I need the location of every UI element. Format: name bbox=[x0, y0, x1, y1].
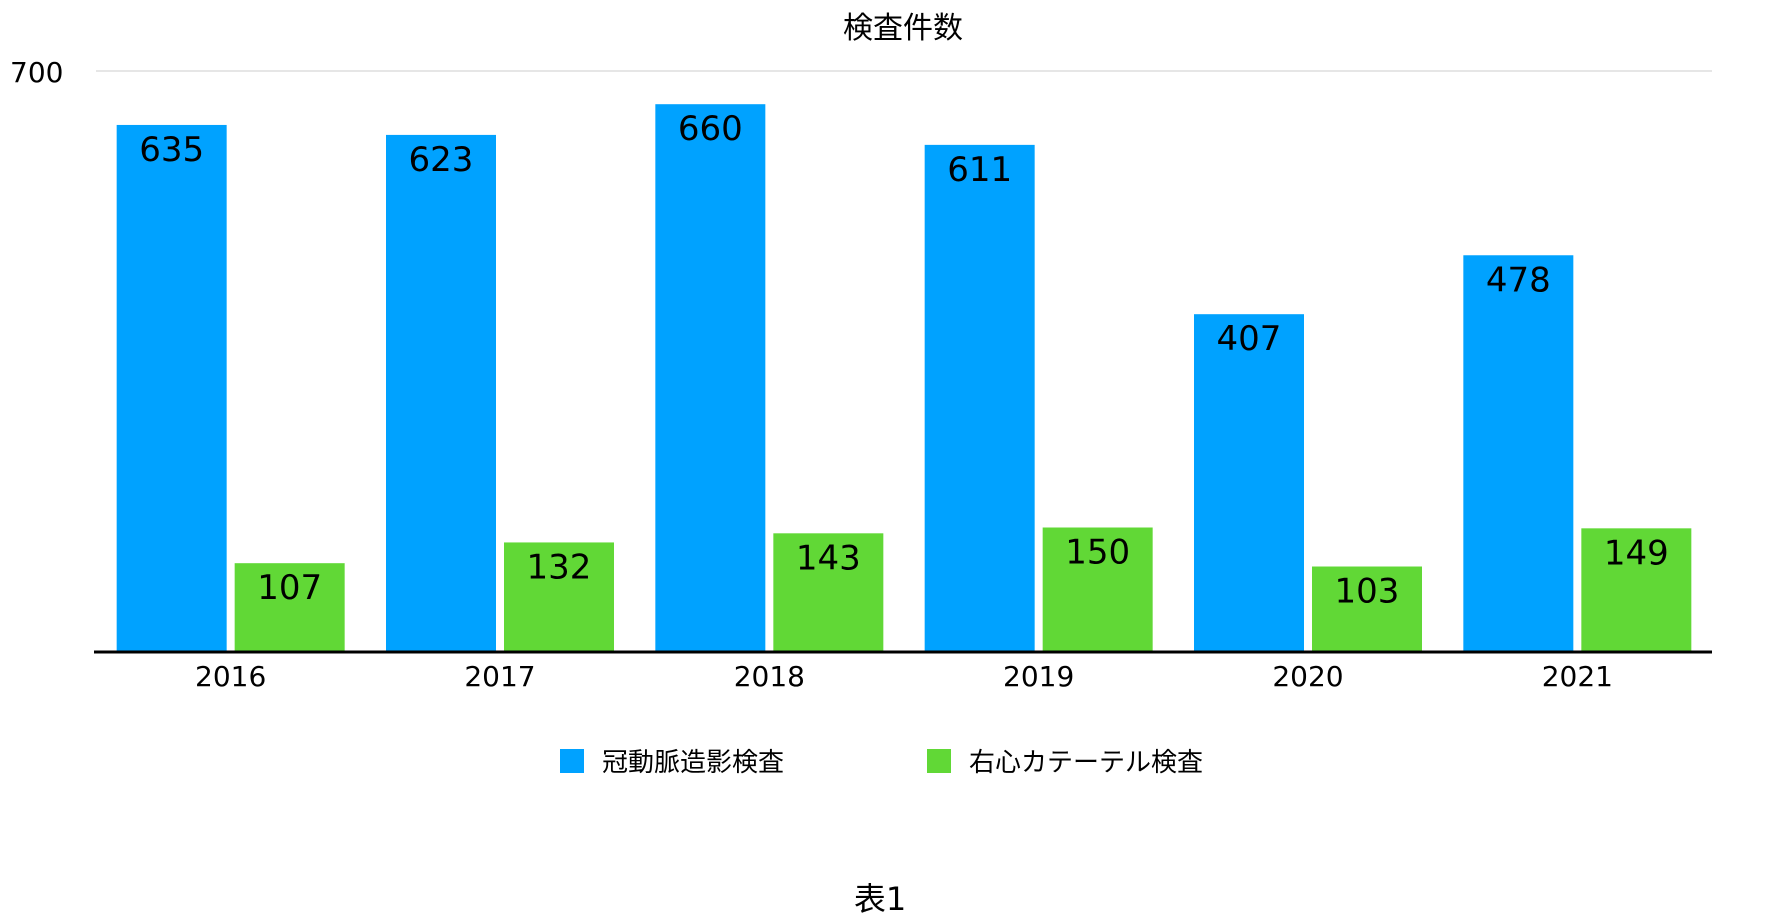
bar-right-heart-2017 bbox=[504, 542, 614, 652]
legend-label-coronary: 冠動脈造影検査 bbox=[602, 748, 784, 778]
legend-swatch-coronary bbox=[560, 749, 584, 773]
data-label-coronary-2018: 660 bbox=[678, 109, 743, 149]
bar-coronary-2021 bbox=[1463, 255, 1574, 652]
data-label-coronary-2017: 623 bbox=[409, 140, 474, 180]
bar-coronary-2018 bbox=[655, 104, 766, 652]
bar-right-heart-2020 bbox=[1312, 566, 1422, 652]
bars-group: 635 107 623 132 660 143 611 150 407 103 478 149 bbox=[116, 104, 1692, 652]
data-label-right-heart-2016: 107 bbox=[257, 568, 322, 608]
x-tick-labels: 2016 2017 2018 2019 2020 2021 bbox=[195, 660, 1613, 693]
x-tick-label-2017: 2017 bbox=[464, 660, 535, 693]
data-label-right-heart-2020: 103 bbox=[1335, 572, 1400, 612]
data-label-right-heart-2021: 149 bbox=[1604, 533, 1669, 573]
data-label-right-heart-2019: 150 bbox=[1065, 533, 1130, 573]
data-label-right-heart-2018: 143 bbox=[796, 538, 861, 578]
bar-coronary-2016 bbox=[116, 124, 227, 652]
legend-swatch-right-heart bbox=[927, 749, 951, 773]
legend: 冠動脈造影検査 右心カテーテル検査 bbox=[560, 748, 1203, 778]
bar-right-heart-2016 bbox=[234, 563, 345, 652]
bar-coronary-2020 bbox=[1194, 314, 1304, 652]
x-tick-label-2018: 2018 bbox=[734, 660, 805, 693]
data-label-coronary-2019: 611 bbox=[947, 150, 1012, 190]
bar-right-heart-2018 bbox=[773, 533, 884, 652]
x-tick-label-2021: 2021 bbox=[1542, 660, 1613, 693]
legend-label-right-heart: 右心カテーテル検査 bbox=[969, 748, 1203, 778]
figure-caption: 表1 bbox=[854, 880, 906, 918]
bar-coronary-2019 bbox=[924, 144, 1035, 652]
data-label-right-heart-2017: 132 bbox=[527, 547, 592, 587]
chart-title: 検査件数 bbox=[843, 11, 963, 46]
data-label-coronary-2016: 635 bbox=[139, 130, 204, 170]
bar-coronary-2017 bbox=[386, 134, 496, 652]
bar-right-heart-2021 bbox=[1581, 528, 1692, 652]
data-label-coronary-2020: 407 bbox=[1217, 319, 1282, 359]
x-tick-label-2019: 2019 bbox=[1003, 660, 1074, 693]
bar-right-heart-2019 bbox=[1042, 527, 1153, 652]
y-tick-label: 700 bbox=[10, 56, 63, 89]
x-tick-label-2016: 2016 bbox=[195, 660, 266, 693]
x-tick-label-2020: 2020 bbox=[1272, 660, 1343, 693]
data-label-coronary-2021: 478 bbox=[1486, 260, 1551, 300]
